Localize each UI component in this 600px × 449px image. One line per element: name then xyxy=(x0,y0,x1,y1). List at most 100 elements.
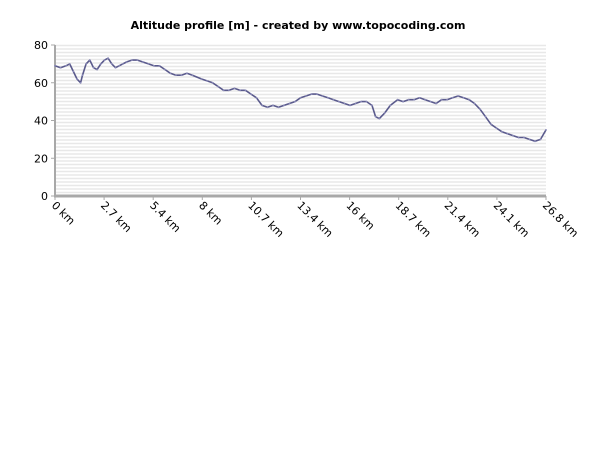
altitude-point xyxy=(59,66,62,69)
altitude-point xyxy=(239,89,241,92)
y-tick-label: 20 xyxy=(34,152,48,165)
altitude-point xyxy=(506,132,509,135)
y-tick-label: 60 xyxy=(34,77,48,90)
altitude-point xyxy=(211,81,214,84)
x-tick-label: 0 km xyxy=(49,199,78,228)
altitude-point xyxy=(349,104,351,107)
altitude-point xyxy=(65,64,67,67)
altitude-point xyxy=(228,89,230,92)
altitude-point xyxy=(96,68,98,71)
altitude-point xyxy=(429,100,432,103)
altitude-point xyxy=(217,85,220,88)
altitude-point xyxy=(462,96,465,99)
altitude-point xyxy=(299,96,302,99)
chart-title: Altitude profile [m] - created by www.to… xyxy=(131,19,466,32)
altitude-point xyxy=(142,61,144,63)
altitude-point xyxy=(250,93,252,95)
altitude-point xyxy=(435,102,437,105)
altitude-point xyxy=(479,108,481,111)
x-tick-label: 2.7 km xyxy=(98,199,134,235)
altitude-point xyxy=(266,106,269,109)
altitude-point xyxy=(233,87,236,90)
altitude-point xyxy=(294,100,296,103)
altitude-point xyxy=(103,59,106,61)
x-tick-label: 16 km xyxy=(343,199,377,233)
altitude-point xyxy=(180,74,183,77)
altitude-point xyxy=(534,140,536,143)
y-tick-label: 80 xyxy=(34,39,48,52)
altitude-point xyxy=(81,74,84,77)
altitude-point xyxy=(88,59,91,61)
altitude-point xyxy=(418,96,421,99)
altitude-point xyxy=(389,104,392,107)
altitude-point xyxy=(501,130,503,133)
altitude-point xyxy=(517,136,520,139)
axes xyxy=(54,45,546,198)
x-tick-label: 24.1 km xyxy=(491,199,532,240)
altitude-point xyxy=(277,106,280,109)
altitude-point xyxy=(68,63,71,65)
altitude-point xyxy=(147,63,150,65)
altitude-point xyxy=(473,102,476,105)
altitude-point xyxy=(451,96,454,99)
altitude-point xyxy=(191,74,194,77)
altitude-point xyxy=(222,89,225,92)
altitude-point xyxy=(169,72,172,75)
altitude-point xyxy=(121,63,124,65)
altitude-point xyxy=(338,100,340,103)
altitude-point xyxy=(92,66,95,69)
altitude-point xyxy=(354,102,357,105)
altitude-point xyxy=(484,115,487,118)
altitude-point xyxy=(79,81,82,84)
y-tick-label: 40 xyxy=(34,115,48,128)
altitude-point xyxy=(125,61,128,63)
altitude-point xyxy=(153,64,155,67)
altitude-point xyxy=(332,98,335,101)
y-tick-label: 0 xyxy=(41,190,48,203)
x-tick-label: 18.7 km xyxy=(393,199,434,240)
altitude-point xyxy=(54,64,56,67)
altitude-point xyxy=(424,98,426,101)
altitude-point xyxy=(457,95,459,97)
altitude-point xyxy=(365,100,368,103)
altitude-point xyxy=(76,78,78,80)
x-tick-label: 10.7 km xyxy=(245,199,286,240)
altitude-point xyxy=(523,136,525,139)
altitude-point xyxy=(360,100,362,103)
grid-bands xyxy=(55,44,546,196)
altitude-point xyxy=(255,96,258,99)
altitude-point xyxy=(99,63,102,65)
altitude-point xyxy=(72,70,75,73)
altitude-point xyxy=(118,64,120,67)
altitude-point xyxy=(440,98,443,101)
altitude-point xyxy=(374,115,377,118)
altitude-point xyxy=(85,63,87,65)
altitude-point xyxy=(321,95,324,97)
altitude-series xyxy=(54,57,547,143)
x-tick-label: 13.4 km xyxy=(294,199,335,240)
altitude-point xyxy=(131,59,133,61)
altitude-point xyxy=(114,66,117,69)
altitude-point xyxy=(378,117,381,120)
altitude-point xyxy=(200,78,203,80)
altitude-point xyxy=(413,98,415,101)
altitude-point xyxy=(528,138,531,141)
altitude-point xyxy=(327,96,329,99)
altitude-point xyxy=(396,98,399,101)
altitude-point xyxy=(305,95,307,97)
x-axis-ticks: 0 km 2.7 km 5.4 km 8 km 10.7 km 13.4 km 16 km 1… xyxy=(49,196,581,240)
altitude-point xyxy=(545,129,547,131)
altitude-point xyxy=(343,102,346,105)
y-axis-ticks: 0 20 40 60 80 xyxy=(34,39,55,203)
altitude-point xyxy=(158,64,161,67)
altitude-point xyxy=(164,68,166,71)
altitude-point xyxy=(272,104,274,107)
altitude-point xyxy=(371,104,373,107)
altitude-point xyxy=(186,72,188,75)
altitude-point xyxy=(244,89,247,92)
altitude-point xyxy=(539,138,542,141)
altitude-point xyxy=(512,134,514,137)
x-tick-label: 8 km xyxy=(196,199,225,228)
altitude-point xyxy=(402,100,404,103)
